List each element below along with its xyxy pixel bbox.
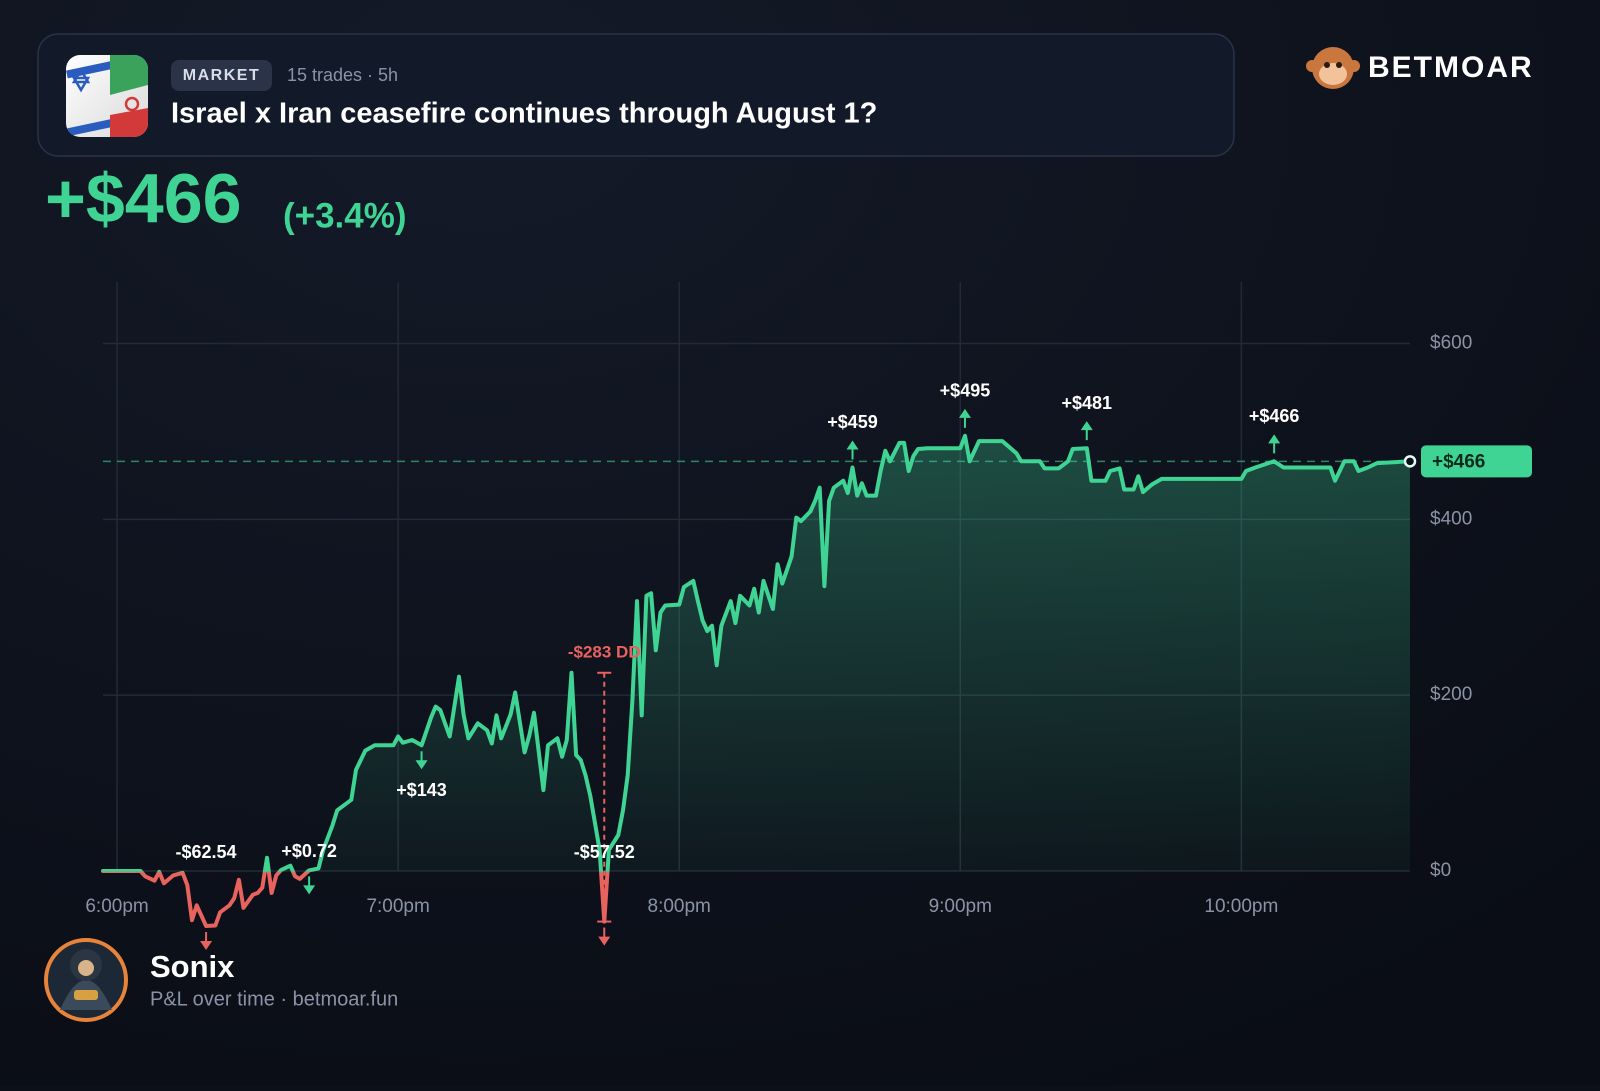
- x-tick-label: 6:00pm: [85, 896, 148, 917]
- annotation-arrowhead: [846, 440, 859, 450]
- annotation-label: +$495: [940, 381, 991, 401]
- annotation-arrowhead: [1080, 421, 1093, 431]
- pnl-amount: +$466: [45, 159, 242, 237]
- annotation-arrowhead: [200, 940, 213, 950]
- brand-name: BETMOAR: [1368, 51, 1534, 84]
- pnl-chart: 6:00pm 7:00pm 8:00pm 9:00pm 10:00pm $0 $200 $40…: [85, 282, 1532, 950]
- x-tick-label: 8:00pm: [648, 896, 711, 917]
- area-fill: [103, 435, 1410, 871]
- y-tick-label: $400: [1430, 508, 1472, 529]
- drawdown-label: -$283 DD: [568, 642, 641, 661]
- market-meta: 15 trades · 5h: [287, 65, 398, 85]
- annotation-label: -$62.54: [176, 842, 237, 862]
- annotation-label: +$459: [827, 412, 878, 432]
- annotation-label: +$466: [1249, 406, 1300, 426]
- user-avatar: [44, 938, 128, 1022]
- pnl-line: [101, 433, 1412, 928]
- annotation-label: -$57.52: [574, 842, 635, 862]
- market-card: [37, 33, 1235, 157]
- annotation-arrowhead: [415, 760, 428, 770]
- x-tick-label: 10:00pm: [1204, 896, 1278, 917]
- annotation-label: +$143: [396, 780, 447, 800]
- y-tick-label: $200: [1430, 684, 1472, 705]
- x-tick-label: 7:00pm: [366, 896, 429, 917]
- user-name: Sonix: [150, 949, 235, 984]
- market-icon: [66, 55, 148, 137]
- current-value-badge: [1421, 445, 1532, 478]
- x-tick-label: 9:00pm: [929, 896, 992, 917]
- annotation-label: +$481: [1061, 393, 1112, 413]
- brand-logo: [1306, 47, 1360, 89]
- pnl-percent: (+3.4%): [283, 196, 407, 235]
- y-tick-label: $0: [1430, 860, 1451, 881]
- market-badge-text: MARKET: [183, 67, 260, 84]
- annotation-label: +$0.72: [281, 841, 337, 861]
- annotation-arrowhead: [1268, 434, 1281, 444]
- annotation-arrowhead: [303, 885, 316, 895]
- y-tick-label: $600: [1430, 333, 1472, 354]
- user-subtitle: P&L over time · betmoar.fun: [150, 988, 398, 1010]
- current-value-dot: [1403, 455, 1417, 468]
- market-badge: [171, 60, 272, 91]
- current-value-label: +$466: [1432, 451, 1485, 472]
- market-title: Israel x Iran ceasefire continues throug…: [171, 98, 877, 130]
- annotation-arrowhead: [958, 408, 971, 418]
- annotation-arrowhead: [598, 936, 611, 946]
